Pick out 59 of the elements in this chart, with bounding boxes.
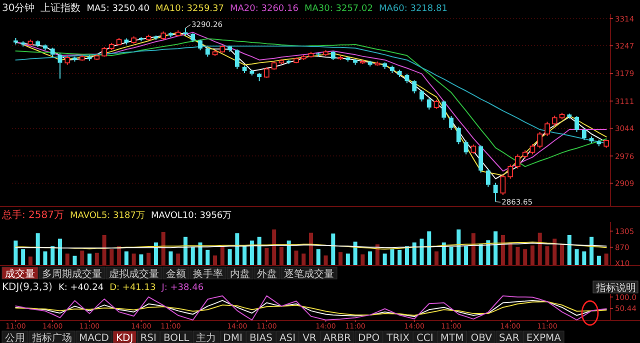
candlestick	[330, 50, 336, 60]
candlestick	[442, 100, 446, 120]
text: 虚拟成交量	[109, 268, 159, 280]
text: CCI	[416, 333, 434, 343]
text: MA10: 3259.37	[156, 4, 224, 14]
text: 内盘	[230, 268, 250, 280]
text: RSI	[140, 333, 156, 343]
candlestick	[390, 65, 394, 74]
text: DMI	[223, 333, 242, 343]
candlestick	[13, 38, 18, 46]
text: 外盘	[257, 268, 277, 280]
candlestick	[596, 139, 602, 147]
candlestick	[242, 65, 247, 74]
chart-subtitle: 上证指数	[40, 2, 81, 14]
candlestick	[456, 126, 461, 145]
text: MA20: 3260.16	[230, 4, 299, 14]
series-label: D: +41.13	[110, 283, 156, 293]
text: 公用	[5, 332, 25, 343]
candlestick	[397, 69, 402, 78]
text: BOLL	[163, 333, 190, 343]
chart-title: 总手: 2587万	[1, 209, 64, 221]
text: MAVOL10: 3956万	[150, 211, 232, 221]
text: 逐笔成交量	[284, 268, 334, 280]
text: BIAS	[249, 333, 272, 343]
text: MTM	[440, 333, 464, 343]
candlestick	[139, 36, 144, 42]
text: MA60: 3218.81	[378, 4, 448, 14]
text: DPO	[358, 333, 380, 343]
line-series	[15, 295, 607, 320]
text: 多周期成交量	[42, 268, 102, 280]
series-label: K: +40.24	[58, 283, 104, 293]
text: 成交量	[5, 268, 35, 280]
text: VR	[302, 333, 316, 343]
chart-title: 30分钟	[2, 2, 35, 14]
text: 换手率	[193, 268, 223, 280]
candlestick	[257, 72, 262, 82]
candlestick	[493, 182, 498, 202]
text: OBV	[470, 333, 492, 343]
candlestick	[426, 98, 432, 110]
candlestick	[574, 116, 579, 132]
text: MACD	[79, 333, 110, 343]
text: TRIX	[386, 333, 410, 343]
text: KDJ	[116, 333, 134, 343]
text: ASI	[279, 333, 296, 343]
text: MAVOL5: 3187万	[70, 211, 145, 221]
candlestick	[353, 58, 358, 66]
text: 指标广场	[31, 332, 72, 343]
text: MA5: 3250.40	[86, 4, 150, 14]
text: MA30: 3257.02	[304, 4, 373, 14]
text: 主力	[196, 332, 216, 343]
candlestick	[228, 45, 232, 52]
chart-title: KDJ(9,3,3)	[2, 282, 53, 293]
text: ARBR	[323, 333, 352, 343]
text: 金额	[166, 268, 186, 280]
text: EXPMA	[526, 333, 562, 343]
series-label: J: +38.46	[160, 283, 204, 293]
text: SAR	[499, 333, 520, 343]
candlestick	[420, 90, 424, 102]
annotation: 指标说明	[595, 282, 636, 294]
